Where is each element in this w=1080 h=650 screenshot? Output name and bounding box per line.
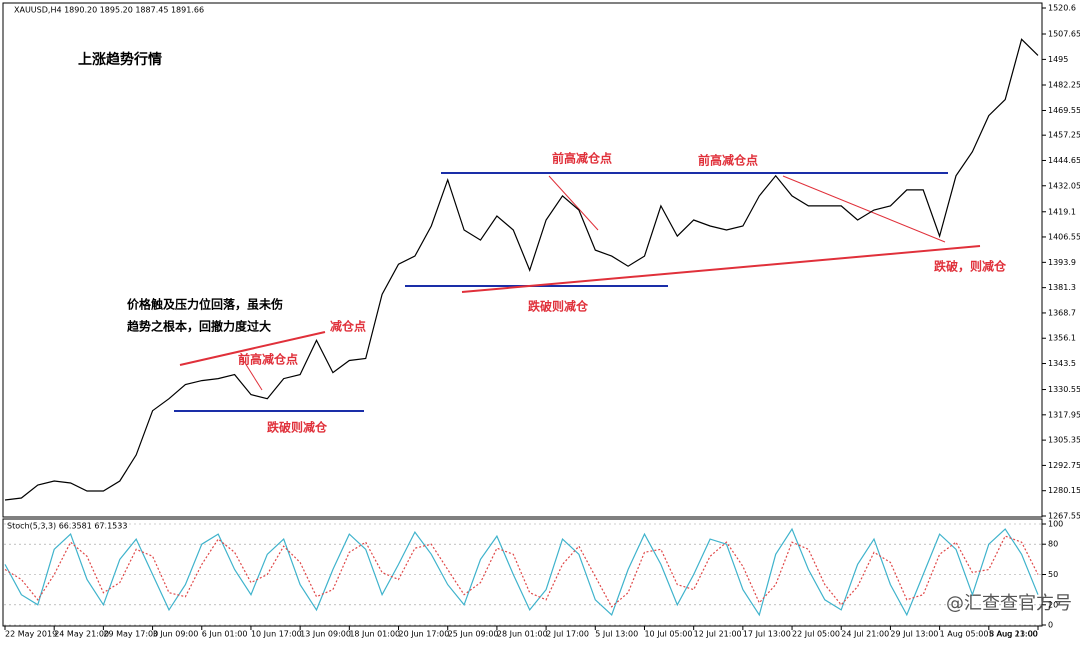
x-tick-label: 29 Jul 13:00 <box>890 630 938 639</box>
annotation: 减仓点 <box>330 319 366 334</box>
trend-line <box>548 175 599 231</box>
x-tick-label: 22 May 2019 <box>5 630 57 639</box>
x-tick-label: 24 May 21:00 <box>54 630 109 639</box>
series-line <box>4 527 1039 617</box>
annotation: 前高减仓点 <box>698 153 758 168</box>
x-tick-label: 29 May 17:00 <box>103 630 158 639</box>
x-tick-label: 12 Jul 21:00 <box>694 630 742 639</box>
y-tick-label: 1482.25 <box>1048 80 1080 89</box>
x-tick-label: 5 Aug 21:00 <box>989 630 1038 639</box>
trend-line <box>782 175 946 243</box>
y-tick-label: 1469.55 <box>1048 106 1080 115</box>
y-tick-label: 1305.35 <box>1048 436 1080 445</box>
trend-line <box>239 354 263 391</box>
x-tick-label: 8 Aug 13:00 <box>989 630 1038 639</box>
y-tick-label: 1343.5 <box>1048 359 1076 368</box>
x-tick-label: 2 Jul 17:00 <box>546 630 589 639</box>
annotation: 价格触及压力位回落，虽未伤 <box>127 297 283 312</box>
y-tick-label: 1507.65 <box>1048 29 1080 38</box>
y-tick-label: 1457.25 <box>1048 131 1080 140</box>
y-tick-label: 1419.1 <box>1048 207 1076 216</box>
x-tick-label: 13 Jun 09:00 <box>300 630 351 639</box>
y-tick-label: 1432.05 <box>1048 181 1080 190</box>
watermark: @汇查查官方号 <box>946 593 1072 614</box>
trend-line <box>461 245 981 293</box>
y-tick-label: 1381.3 <box>1048 283 1076 292</box>
y-tick-label: 1444.65 <box>1048 156 1080 165</box>
y-tick-label: 1495 <box>1048 55 1068 64</box>
x-tick-label: 25 Jun 09:00 <box>448 630 499 639</box>
y-tick-label: 1520.6 <box>1048 4 1076 13</box>
y-tick-label: 1406.55 <box>1048 232 1080 241</box>
stoch-frame <box>2 518 1043 627</box>
y-tick-label: 100 <box>1048 520 1063 529</box>
y-tick-label: 1330.55 <box>1048 385 1080 394</box>
x-tick-label: 22 Jul 05:00 <box>792 630 840 639</box>
stoch-title: Stoch(5,3,3) 66.3581 67.1533 <box>7 522 127 531</box>
annotation: 跌破，则减仓 <box>934 259 1007 274</box>
y-tick-label: 20 <box>1048 600 1058 609</box>
x-tick-label: 1 Aug 05:00 <box>940 630 989 639</box>
annotation: 前高减仓点 <box>238 352 298 367</box>
y-tick-label: 1393.9 <box>1048 258 1076 267</box>
annotation: 前高减仓点 <box>552 151 612 166</box>
y-tick-label: 1280.15 <box>1048 486 1080 495</box>
x-tick-label: 28 Jun 01:00 <box>497 630 548 639</box>
annotation: 跌破则减仓 <box>267 420 328 435</box>
y-tick-label: 1267.55 <box>1048 512 1080 521</box>
x-tick-label: 3 Jun 09:00 <box>153 630 199 639</box>
annotation: 跌破则减仓 <box>528 299 589 314</box>
x-tick-label: 10 Jun 17:00 <box>251 630 302 639</box>
x-tick-label: 24 Jul 21:00 <box>841 630 889 639</box>
x-tick-label: 10 Jul 05:00 <box>644 630 692 639</box>
annotation: 上涨趋势行情 <box>78 51 162 68</box>
x-tick-label: 5 Jul 13:00 <box>595 630 638 639</box>
series-line <box>4 535 1039 608</box>
y-tick-label: 1317.95 <box>1048 410 1080 419</box>
y-tick-label: 1292.75 <box>1048 461 1080 470</box>
chart-title: XAUUSD,H4 1890.20 1895.20 1887.45 1891.6… <box>14 6 204 15</box>
y-tick-label: 0 <box>1048 621 1053 630</box>
x-tick-label: 18 Jun 01:00 <box>349 630 400 639</box>
annotation: 趋势之根本，回撤力度过大 <box>127 319 271 334</box>
trend-line <box>179 331 326 366</box>
price-frame <box>2 2 1043 518</box>
series-line <box>4 38 1039 501</box>
y-tick-label: 1368.7 <box>1048 308 1076 317</box>
x-tick-label: 6 Jun 01:00 <box>202 630 248 639</box>
y-tick-label: 1356.1 <box>1048 334 1076 343</box>
y-tick-label: 80 <box>1048 540 1058 549</box>
x-tick-label: 17 Jul 13:00 <box>743 630 791 639</box>
x-tick-label: 20 Jun 17:00 <box>399 630 450 639</box>
y-tick-label: 50 <box>1048 570 1058 579</box>
